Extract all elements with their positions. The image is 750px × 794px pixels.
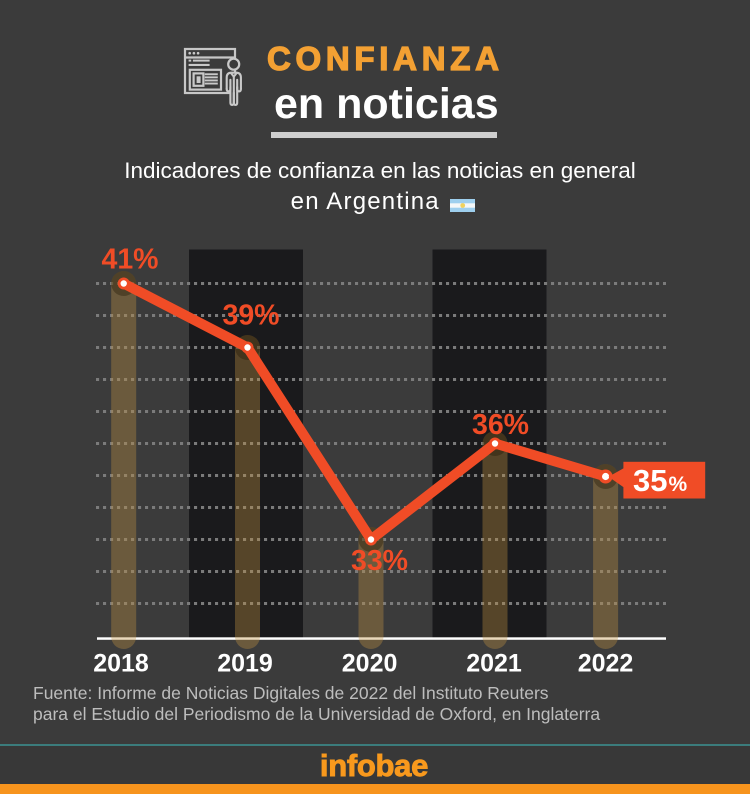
svg-text:33%: 33%	[351, 545, 408, 577]
svg-text:39%: 39%	[222, 300, 279, 332]
svg-text:2020: 2020	[342, 650, 398, 678]
svg-text:2022: 2022	[578, 650, 634, 678]
svg-text:2021: 2021	[466, 650, 522, 678]
svg-text:2018: 2018	[93, 650, 149, 678]
svg-text:41%: 41%	[101, 244, 158, 276]
svg-text:36%: 36%	[472, 409, 529, 441]
svg-text:2019: 2019	[217, 650, 273, 678]
svg-text:35%: 35%	[633, 463, 687, 498]
